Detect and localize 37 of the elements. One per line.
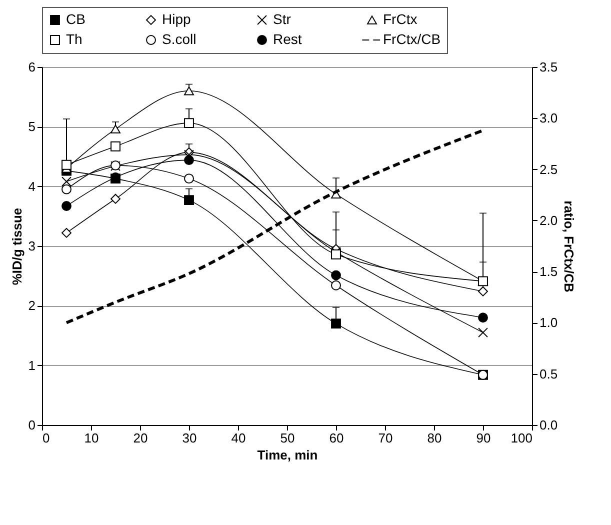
y2-tick-label: 0.5: [540, 366, 558, 382]
legend-label: CB: [66, 11, 86, 27]
x-tick-label: 50: [280, 430, 295, 446]
y-axis-title: %ID/g tissue: [9, 208, 24, 286]
y2-tick-label: 1.5: [540, 264, 558, 280]
y2-tick-label: 2.5: [540, 162, 558, 177]
y2-axis-title: ratio, FrCtx/CB: [562, 200, 577, 292]
y2-tick-label: 1.0: [540, 315, 558, 330]
legend-label: S.coll: [162, 31, 196, 47]
x-tick-label: 20: [133, 430, 148, 446]
y-tick-label: 2: [28, 298, 36, 314]
y-tick-label: 1: [28, 358, 36, 373]
x-tick-label: 40: [231, 430, 246, 446]
legend-label: FrCtx: [383, 11, 418, 27]
y2-tick-label: 2.0: [540, 212, 558, 228]
y-tick-label: 6: [28, 60, 36, 74]
legend-label: Hipp: [162, 11, 192, 27]
x-tick-label: 0: [42, 430, 50, 446]
y-tick-label: 3: [28, 238, 36, 254]
x-tick-label: 10: [84, 430, 99, 446]
legend-label: Str: [273, 11, 292, 27]
x-tick-label: 100: [510, 430, 532, 446]
x-tick-label: 80: [427, 430, 442, 446]
legend-label: Th: [66, 31, 82, 47]
x-tick-label: 90: [476, 430, 491, 446]
y-tick-label: 5: [28, 119, 36, 134]
y-tick-label: 4: [28, 178, 36, 194]
x-axis-title: Time, min: [257, 448, 318, 462]
legend-label: Rest: [273, 31, 302, 47]
x-tick-label: 60: [329, 430, 344, 446]
y2-tick-label: 0.0: [540, 418, 558, 432]
y-tick-label: 0: [28, 418, 36, 432]
y2-tick-label: 3.0: [540, 110, 558, 126]
y2-tick-label: 3.5: [540, 60, 558, 74]
legend-label: FrCtx/CB: [383, 31, 441, 47]
x-tick-label: 70: [378, 430, 393, 446]
x-tick-label: 30: [182, 430, 197, 446]
